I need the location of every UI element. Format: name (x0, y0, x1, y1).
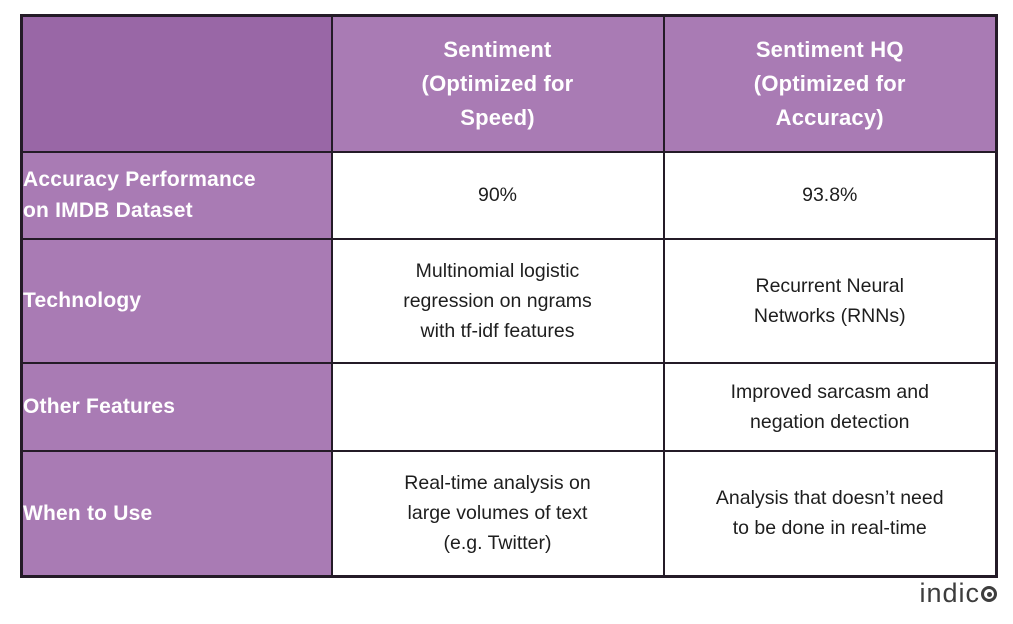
row-header-when-to-use: When to Use (20, 449, 333, 578)
col-header-sentiment: Sentiment (Optimized for Speed) (330, 14, 665, 153)
table-row-other-features: Other Features Improved sarcasm and nega… (20, 361, 998, 452)
cell-accuracy-sentiment: 90% (330, 150, 665, 240)
cell-technology-sentiment: Multinomial logistic regression on ngram… (330, 237, 665, 364)
comparison-table: Sentiment (Optimized for Speed) Sentimen… (20, 14, 998, 578)
table-row-when-to-use: When to Use Real-time analysis on large … (20, 449, 998, 578)
table-row-accuracy: Accuracy Performance on IMDB Dataset 90%… (20, 150, 998, 240)
cell-when-to-use-sentiment: Real-time analysis on large volumes of t… (330, 449, 665, 578)
cell-accuracy-sentiment-hq: 93.8% (662, 150, 998, 240)
corner-cell (20, 14, 333, 153)
cell-other-features-sentiment (330, 361, 665, 452)
cell-other-features-sentiment-hq: Improved sarcasm and negation detection (662, 361, 998, 452)
cell-when-to-use-sentiment-hq: Analysis that doesn’t need to be done in… (662, 449, 998, 578)
cell-technology-sentiment-hq: Recurrent Neural Networks (RNNs) (662, 237, 998, 364)
indico-logo-text: indic (919, 578, 980, 608)
indico-logo-circle-dot-icon (981, 586, 997, 602)
col-header-sentiment-hq: Sentiment HQ (Optimized for Accuracy) (662, 14, 998, 153)
table-header-row: Sentiment (Optimized for Speed) Sentimen… (20, 14, 998, 153)
row-header-accuracy: Accuracy Performance on IMDB Dataset (20, 150, 333, 240)
row-header-technology: Technology (20, 237, 333, 364)
table-row-technology: Technology Multinomial logistic regressi… (20, 237, 998, 364)
row-header-other-features: Other Features (20, 361, 333, 452)
indico-logo: indic (919, 578, 997, 608)
